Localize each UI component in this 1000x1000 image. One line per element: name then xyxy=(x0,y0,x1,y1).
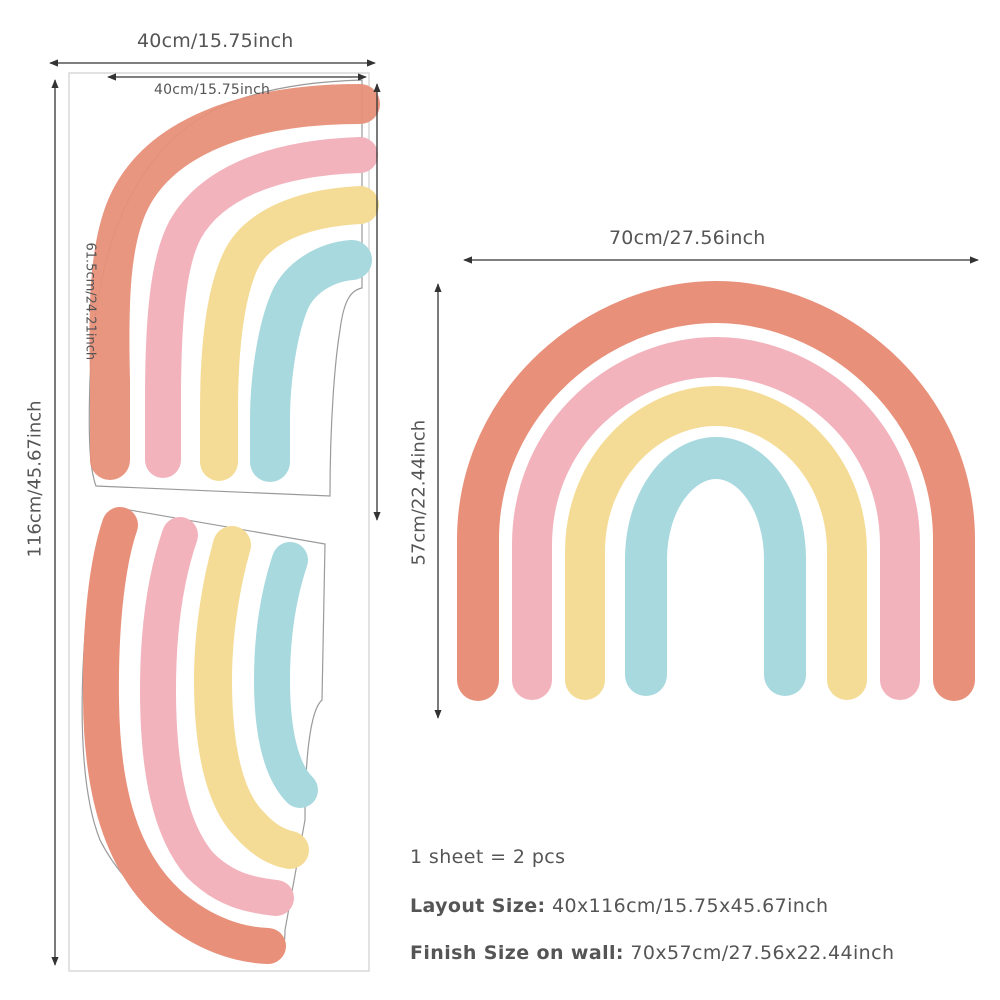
pieces-count-text: 1 sheet = 2 pcs xyxy=(410,846,566,868)
finished-width-label: 70cm/27.56inch xyxy=(609,227,766,249)
finished-rainbow xyxy=(457,280,975,701)
band-terracotta xyxy=(457,280,975,701)
band-terracotta-bottom xyxy=(82,507,286,964)
sheet-piece-bottom xyxy=(81,507,326,964)
layout-size-line: Layout Size: 40x116cm/15.75x45.67inch xyxy=(410,895,828,917)
layout-size-label: Layout Size: xyxy=(410,895,546,917)
finish-size-line: Finish Size on wall: 70x57cm/27.56x22.44… xyxy=(410,942,894,964)
piece-height-label: 61.5cm/24.21inch xyxy=(82,242,98,361)
band-pink-bottom xyxy=(139,517,294,916)
band-terracotta-top xyxy=(89,84,380,480)
sheet-height-label: 116cm/45.67inch xyxy=(24,400,46,558)
inner-width-label: 40cm/15.75inch xyxy=(154,82,271,98)
band-blue xyxy=(625,436,806,696)
band-pink-top xyxy=(145,137,378,478)
sheet-piece-top xyxy=(88,79,380,497)
layout-size-value: 40x116cm/15.75x45.67inch xyxy=(552,895,829,917)
finished-height-label: 57cm/22.44inch xyxy=(408,419,430,566)
band-blue-bottom xyxy=(253,542,318,808)
band-yellow xyxy=(565,385,867,700)
sheet-width-label: 40cm/15.75inch xyxy=(137,30,294,52)
finish-size-value: 70x57cm/27.56x22.44inch xyxy=(630,942,895,964)
band-blue-top xyxy=(250,240,372,482)
band-yellow-top xyxy=(200,186,379,481)
band-pink xyxy=(512,336,920,700)
finish-size-label: Finish Size on wall: xyxy=(410,942,624,964)
band-yellow-bottom xyxy=(193,526,309,869)
